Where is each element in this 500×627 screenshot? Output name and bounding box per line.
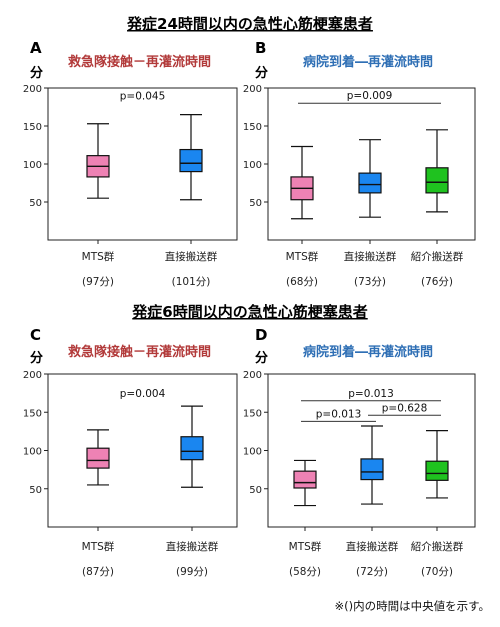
box-MTS群 xyxy=(86,429,110,486)
median-label: (76分) xyxy=(421,276,453,288)
plot-frame xyxy=(47,87,238,241)
panel-letter: D xyxy=(255,326,267,344)
p-value-label: p=0.013 xyxy=(316,408,362,420)
y-tick-label: 100 xyxy=(23,160,42,171)
median-label: (58分) xyxy=(289,566,321,578)
y-tick-label: 200 xyxy=(23,84,42,95)
panel-title: 病院到着―再灌流時間 xyxy=(303,344,433,360)
median-label: (97分) xyxy=(82,276,114,288)
y-tick-label: 150 xyxy=(23,408,42,419)
median-label: (68分) xyxy=(286,276,318,288)
median-label: (99分) xyxy=(176,566,208,578)
y-tick-label: 50 xyxy=(249,485,262,496)
box-MTS群 xyxy=(290,145,314,220)
panel-c: C分 救急隊接触－再灌流時間 50 100 150 200 MTS群 (87分) 直接搬送群 (9… xyxy=(23,326,238,578)
section-title-6h: 発症6時間以内の急性心筋梗塞患者 xyxy=(131,303,367,321)
p-value-label: p=0.045 xyxy=(120,90,166,102)
category-label: MTS群 xyxy=(82,540,115,553)
box-紹介搬送群 xyxy=(425,430,449,499)
category-label: 紹介搬送群 xyxy=(411,250,464,263)
iqr-box xyxy=(358,172,382,194)
panel-letter: C xyxy=(30,326,41,344)
box-直接搬送群 xyxy=(179,113,203,201)
panel-letter: A xyxy=(30,39,42,57)
panel-title: 救急隊接触－再灌流時間 xyxy=(68,54,211,70)
median-label: (73分) xyxy=(354,276,386,288)
p-value-label: p=0.009 xyxy=(347,90,393,102)
category-label: 直接搬送群 xyxy=(344,250,397,263)
box-直接搬送群 xyxy=(360,425,384,505)
panel-b: B分 病院到着―再灌流時間 50 100 150 200 MTS群 (68分) 直接搬送群 (73… xyxy=(243,39,476,288)
y-tick-label: 50 xyxy=(29,485,42,496)
y-unit-label: 分 xyxy=(30,350,43,366)
panel-title: 病院到着―再灌流時間 xyxy=(303,54,433,70)
y-unit-label: 分 xyxy=(30,65,43,81)
y-tick-label: 150 xyxy=(243,122,262,133)
box-直接搬送群 xyxy=(180,405,204,488)
category-label: MTS群 xyxy=(289,540,322,553)
median-label: (87分) xyxy=(82,566,114,578)
p-value-label: p=0.013 xyxy=(348,388,394,400)
median-label: (70分) xyxy=(421,566,453,578)
p-value-label: p=0.004 xyxy=(120,388,166,400)
y-tick-label: 100 xyxy=(243,160,262,171)
category-label: MTS群 xyxy=(82,250,115,263)
box-MTS群 xyxy=(86,123,110,199)
y-tick-label: 200 xyxy=(23,370,42,381)
median-label: (72分) xyxy=(356,566,388,578)
iqr-box xyxy=(180,436,204,461)
y-tick-label: 50 xyxy=(29,198,42,209)
y-tick-label: 150 xyxy=(23,122,42,133)
category-label: 紹介搬送群 xyxy=(411,540,464,553)
iqr-box xyxy=(425,167,449,194)
y-tick-label: 200 xyxy=(243,370,262,381)
y-tick-label: 150 xyxy=(243,408,262,419)
category-label: 直接搬送群 xyxy=(166,540,219,553)
category-label: 直接搬送群 xyxy=(346,540,399,553)
panel-a: A分 救急隊接触－再灌流時間 50 100 150 200 MTS群 (97分) 直接搬送群 (1… xyxy=(23,39,238,288)
panel-d: D分 病院到着―再灌流時間 50 100 150 200 MTS群 (58分) 直接搬送群 (72… xyxy=(243,326,476,578)
y-tick-label: 50 xyxy=(249,198,262,209)
median-footnote: ※()内の時間は中央値を示す。 xyxy=(335,599,490,613)
median-label: (101分) xyxy=(172,276,211,288)
y-unit-label: 分 xyxy=(255,65,268,81)
category-label: MTS群 xyxy=(286,250,319,263)
iqr-box xyxy=(425,460,449,481)
box-MTS群 xyxy=(293,459,317,507)
y-unit-label: 分 xyxy=(255,350,268,366)
iqr-box xyxy=(179,148,203,173)
box-直接搬送群 xyxy=(358,139,382,218)
p-value-label: p=0.628 xyxy=(382,402,428,414)
iqr-box xyxy=(86,447,110,469)
y-tick-label: 100 xyxy=(23,447,42,458)
iqr-box xyxy=(360,458,384,481)
panel-title: 救急隊接触－再灌流時間 xyxy=(68,344,211,360)
category-label: 直接搬送群 xyxy=(165,250,218,263)
section-title-24h: 発症24時間以内の急性心筋梗塞患者 xyxy=(126,15,373,33)
y-tick-label: 100 xyxy=(243,447,262,458)
iqr-box xyxy=(293,470,317,489)
box-紹介搬送群 xyxy=(425,129,449,213)
y-tick-label: 200 xyxy=(243,84,262,95)
panel-letter: B xyxy=(255,39,266,57)
